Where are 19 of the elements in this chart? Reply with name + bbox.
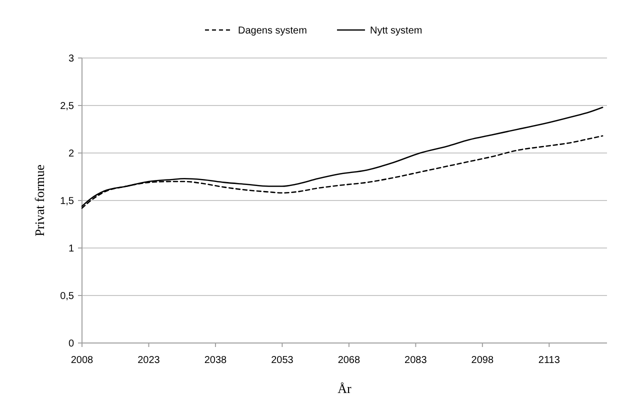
- x-tick-label: 2053: [271, 355, 294, 366]
- legend-label: Dagens system: [238, 26, 307, 36]
- x-tick-label: 2008: [70, 355, 94, 366]
- x-axis-title: År: [338, 381, 352, 396]
- x-tick-label: 2023: [138, 355, 160, 366]
- y-axis-title: Privat formue: [32, 164, 47, 236]
- y-tick-label: 1,5: [60, 196, 74, 207]
- x-tick-label: 2083: [404, 355, 428, 366]
- x-tick-label: 2098: [471, 355, 494, 366]
- legend-label: Nytt system: [370, 26, 422, 36]
- x-tick-label: 2038: [204, 355, 228, 366]
- y-tick-label: 2,5: [60, 101, 74, 112]
- x-tick-label: 2068: [338, 355, 361, 366]
- y-tick-label: 2: [68, 148, 74, 160]
- x-tick-label: 2113: [538, 355, 560, 366]
- y-tick-label: 3: [68, 54, 74, 64]
- y-tick-label: 1: [68, 244, 74, 254]
- y-tick-label: 0,5: [60, 291, 74, 302]
- y-tick-label: 0: [68, 338, 74, 350]
